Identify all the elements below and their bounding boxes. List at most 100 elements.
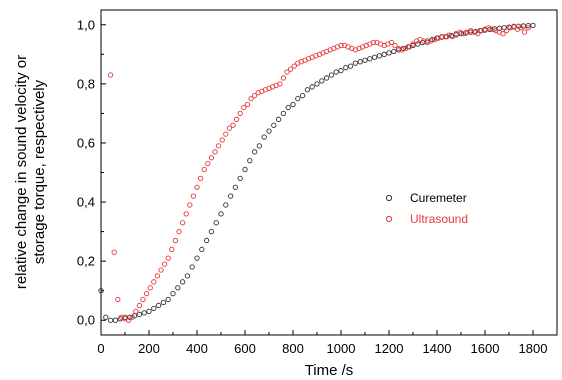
data-point-ultrasound: [230, 122, 236, 128]
data-point-ultrasound: [136, 302, 143, 309]
data-point-curemeter: [328, 72, 335, 78]
data-point-ultrasound: [525, 25, 531, 31]
data-point-ultrasound: [370, 39, 377, 46]
data-point-curemeter: [357, 59, 363, 65]
data-point-curemeter: [381, 51, 387, 57]
data-point-ultrasound: [248, 95, 254, 102]
data-point-ultrasound: [201, 166, 207, 173]
x-tick-label: 600: [234, 341, 256, 356]
data-point-curemeter: [127, 314, 133, 320]
x-tick-label: 1600: [471, 341, 500, 356]
legend: Curemeter Ultrasound: [385, 191, 468, 226]
y-axis-title-line-1: relative change in sound velocity or: [13, 55, 30, 289]
data-point-curemeter: [98, 288, 104, 294]
y-tick-label: 0,8: [77, 76, 95, 91]
data-point-ultrasound: [410, 41, 416, 47]
y-axis-title-line-2: storage torque, respectively: [31, 79, 48, 264]
data-point-curemeter: [151, 305, 157, 312]
data-point-curemeter: [203, 237, 210, 244]
data-point-ultrasound: [197, 175, 204, 182]
data-point-ultrasound: [226, 125, 233, 131]
x-tick-label: 200: [138, 341, 160, 356]
data-point-curemeter: [160, 299, 167, 306]
data-point-ultrasound: [439, 33, 445, 40]
data-point-ultrasound: [143, 290, 150, 297]
data-point-ultrasound: [244, 101, 251, 108]
data-point-ultrasound: [251, 93, 258, 99]
data-point-ultrasound: [140, 296, 146, 303]
data-point-curemeter: [194, 255, 200, 261]
data-point-ultrasound: [338, 42, 344, 49]
data-point-curemeter: [136, 311, 143, 317]
data-point-curemeter: [103, 314, 109, 320]
data-point-curemeter: [213, 220, 219, 226]
data-point-ultrasound: [147, 285, 153, 291]
data-point-ultrasound: [158, 267, 164, 273]
data-point-curemeter: [175, 285, 181, 291]
data-point-curemeter: [463, 30, 469, 36]
data-point-curemeter: [256, 143, 263, 149]
data-point-ultrasound: [187, 202, 193, 208]
data-point-curemeter: [530, 22, 536, 29]
data-point-curemeter: [280, 110, 287, 117]
data-point-curemeter: [251, 149, 258, 155]
series-curemeter: [98, 22, 536, 323]
data-point-ultrasound: [208, 155, 215, 161]
data-point-curemeter: [295, 95, 301, 102]
data-point-curemeter: [242, 166, 248, 173]
legend-marker-curemeter: [385, 194, 393, 202]
legend-marker-ultrasound: [385, 215, 393, 223]
data-point-ultrasound: [241, 104, 247, 111]
data-point-curemeter: [218, 211, 224, 217]
y-tick-label: 0,4: [77, 195, 95, 210]
x-tick-label: 800: [282, 341, 304, 356]
data-point-ultrasound: [521, 29, 528, 35]
data-point-curemeter: [165, 296, 171, 303]
data-point-curemeter: [184, 273, 191, 279]
y-tick-label: 0,0: [77, 313, 95, 328]
y-tick-label: 0,6: [77, 135, 95, 150]
data-point-ultrasound: [500, 30, 506, 37]
data-point-ultrasound: [115, 296, 121, 303]
data-point-curemeter: [376, 53, 383, 59]
data-point-curemeter: [333, 69, 339, 75]
data-point-curemeter: [266, 128, 272, 134]
x-tick-label: 1400: [423, 341, 452, 356]
legend-label-ultrasound: Ultrasound: [410, 212, 468, 226]
series-ultrasound: [107, 23, 531, 323]
data-point-ultrasound: [511, 23, 517, 29]
data-point-curemeter: [290, 101, 296, 108]
data-point-curemeter: [352, 60, 359, 66]
data-point-ultrasound: [277, 81, 283, 87]
data-point-ultrasound: [161, 261, 168, 267]
data-point-ultrasound: [291, 63, 297, 69]
data-point-ultrasound: [388, 39, 395, 46]
data-point-curemeter: [247, 158, 253, 164]
y-tick-label: 1,0: [77, 17, 95, 32]
x-tick-label: 1200: [375, 341, 404, 356]
data-point-ultrasound: [518, 25, 524, 31]
data-point-curemeter: [112, 317, 119, 323]
data-point-curemeter: [227, 193, 234, 199]
data-point-curemeter: [146, 308, 152, 315]
y-tick-label: 0,2: [77, 254, 95, 269]
data-point-curemeter: [371, 54, 378, 60]
data-point-curemeter: [391, 48, 397, 55]
legend-label-curemeter: Curemeter: [410, 191, 467, 205]
x-tick-label: 400: [186, 341, 208, 356]
data-point-ultrasound: [475, 30, 481, 37]
data-point-ultrasound: [176, 228, 182, 235]
data-point-curemeter: [141, 310, 147, 316]
data-point-ultrasound: [233, 116, 240, 122]
data-point-ultrasound: [154, 273, 161, 279]
data-point-curemeter: [261, 134, 267, 140]
data-point-ultrasound: [205, 160, 211, 167]
data-point-curemeter: [429, 36, 435, 43]
data-point-curemeter: [304, 87, 311, 93]
data-point-curemeter: [338, 67, 344, 74]
data-point-curemeter: [314, 81, 320, 87]
data-point-ultrasound: [165, 255, 171, 261]
data-point-curemeter: [362, 57, 368, 63]
